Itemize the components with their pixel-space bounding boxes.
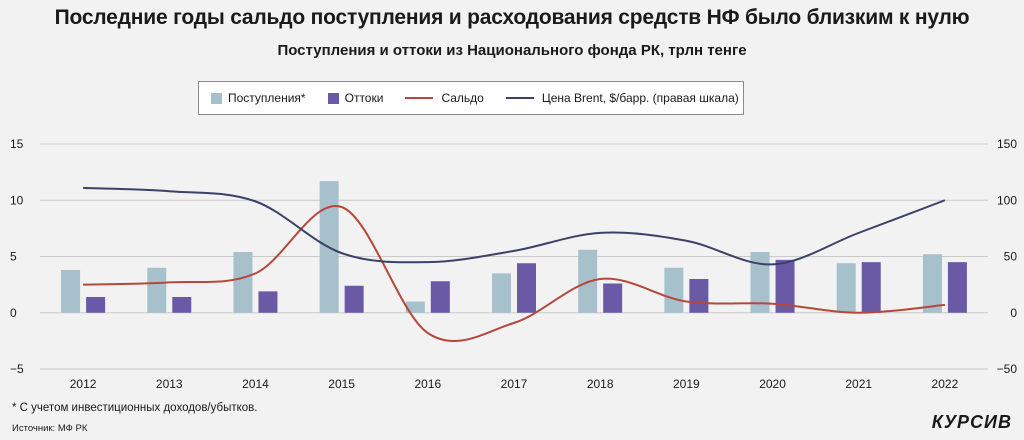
y-tick-label-left: 0	[10, 306, 17, 320]
x-tick-label: 2022	[932, 377, 959, 391]
bar-inflows	[492, 273, 511, 313]
x-tick-label: 2016	[414, 377, 441, 391]
y-tick-label-right: −50	[997, 362, 1018, 376]
y-tick-label-left: 5	[10, 250, 17, 264]
series-line-brent	[83, 186, 946, 266]
legend-label-outflows: Оттоки	[344, 91, 384, 105]
bar-inflows	[922, 254, 942, 313]
x-tick-label: 2019	[673, 377, 700, 391]
bar-outflows	[603, 283, 623, 313]
x-tick-label: 2021	[845, 377, 872, 391]
legend-item-brent: Цена Brent, $/барр. (правая шкала)	[505, 91, 739, 105]
bar-inflows	[405, 301, 425, 313]
y-tick-label-right: 150	[997, 137, 1017, 151]
chart-subtitle: Поступления и оттоки из Национального фо…	[277, 42, 747, 59]
x-tick-label: 2012	[70, 377, 97, 391]
bar-inflows	[61, 270, 81, 313]
x-tick-label: 2014	[242, 377, 269, 391]
x-tick-label: 2015	[328, 377, 355, 391]
y-tick-label-left: 15	[10, 137, 24, 151]
bar-outflows	[172, 297, 192, 313]
bar-inflows	[147, 267, 167, 313]
y-tick-label-right: 0	[1010, 306, 1017, 320]
bar-outflows	[689, 279, 709, 313]
legend-swatch-brent	[505, 97, 534, 99]
bar-outflows	[258, 291, 278, 313]
bar-inflows	[664, 267, 684, 313]
footnote: * С учетом инвестиционных доходов/убытко…	[12, 402, 258, 414]
brand-logo: КУРСИВ	[931, 412, 1012, 432]
bar-inflows	[750, 252, 770, 313]
y-tick-label-left: −5	[10, 362, 24, 376]
legend-swatch-balance	[405, 97, 434, 99]
x-tick-label: 2017	[501, 377, 528, 391]
bar-outflows	[430, 281, 450, 313]
y-tick-label-left: 10	[10, 193, 24, 207]
x-tick-label: 2018	[587, 377, 614, 391]
y-tick-label-right: 50	[1004, 250, 1018, 264]
series-line-balance	[83, 204, 946, 343]
legend-item-outflows: Оттоки	[327, 91, 384, 105]
legend: Поступления* Оттоки Сальдо Цена Brent, $…	[198, 81, 744, 115]
bar-outflows	[344, 285, 364, 313]
bar-outflows	[517, 263, 536, 313]
bar-outflows	[861, 262, 881, 313]
legend-item-inflows: Поступления*	[211, 91, 306, 105]
y-tick-label-right: 100	[997, 193, 1017, 207]
bar-inflows	[836, 263, 856, 313]
chart-title: Последние годы сальдо поступления и расх…	[54, 6, 970, 29]
x-tick-label: 2013	[156, 377, 183, 391]
legend-swatch-inflows	[211, 92, 222, 104]
bar-outflows	[775, 259, 795, 313]
legend-label-balance: Сальдо	[441, 91, 484, 105]
bar-inflows	[233, 252, 253, 313]
legend-item-balance: Сальдо	[405, 91, 484, 105]
x-tick-label: 2020	[759, 377, 786, 391]
legend-label-inflows: Поступления*	[228, 91, 306, 105]
legend-swatch-outflows	[327, 92, 339, 104]
bar-outflows	[947, 262, 967, 313]
bar-outflows	[86, 297, 106, 313]
source-note: Источник: МФ РК	[12, 423, 88, 434]
legend-label-brent: Цена Brent, $/барр. (правая шкала)	[541, 91, 739, 105]
